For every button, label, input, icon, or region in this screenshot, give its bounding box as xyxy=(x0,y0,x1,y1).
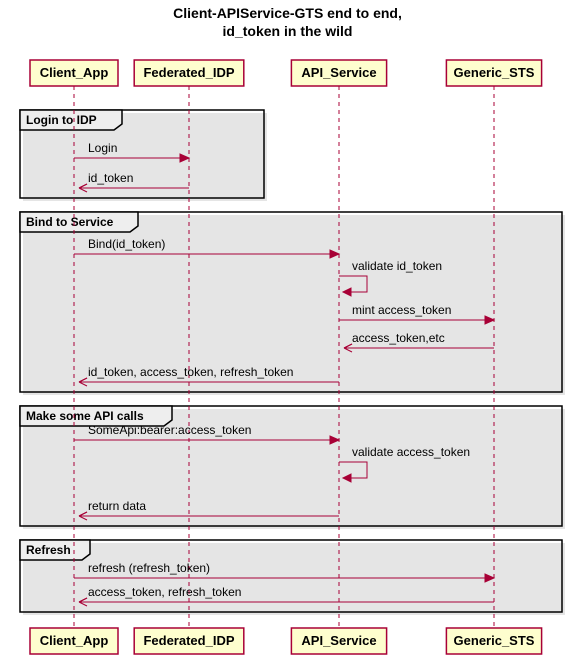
actor-label-idp: Federated_IDP xyxy=(143,633,234,648)
actor-label-api: API_Service xyxy=(301,633,376,648)
actor-label-api: API_Service xyxy=(301,65,376,80)
msg-label: validate access_token xyxy=(352,445,470,459)
group-label: Login to IDP xyxy=(26,113,97,127)
msg-label: validate id_token xyxy=(352,259,442,273)
sequence-diagram: Client-APIService-GTS end to end, id_toke… xyxy=(0,0,575,668)
msg-label: SomeApi:bearer:access_token xyxy=(88,423,251,437)
actor-label-sts: Generic_STS xyxy=(454,633,535,648)
group-label: Refresh xyxy=(26,543,71,557)
msg-label: refresh (refresh_token) xyxy=(88,561,210,575)
actor-label-sts: Generic_STS xyxy=(454,65,535,80)
msg-label: return data xyxy=(88,499,146,513)
group-label: Make some API calls xyxy=(26,409,144,423)
msg-label: access_token, refresh_token xyxy=(88,585,241,599)
actor-label-idp: Federated_IDP xyxy=(143,65,234,80)
title-line1: Client-APIService-GTS end to end, xyxy=(173,5,402,21)
actor-label-client: Client_App xyxy=(40,65,109,80)
actor-label-client: Client_App xyxy=(40,633,109,648)
msg-label: id_token xyxy=(88,171,133,185)
msg-label: Login xyxy=(88,141,117,155)
msg-label: id_token, access_token, refresh_token xyxy=(88,365,293,379)
msg-label: Bind(id_token) xyxy=(88,237,165,251)
msg-label: mint access_token xyxy=(352,303,451,317)
title-line2: id_token in the wild xyxy=(223,23,353,39)
group-label: Bind to Service xyxy=(26,215,114,229)
msg-label: access_token,etc xyxy=(352,331,445,345)
